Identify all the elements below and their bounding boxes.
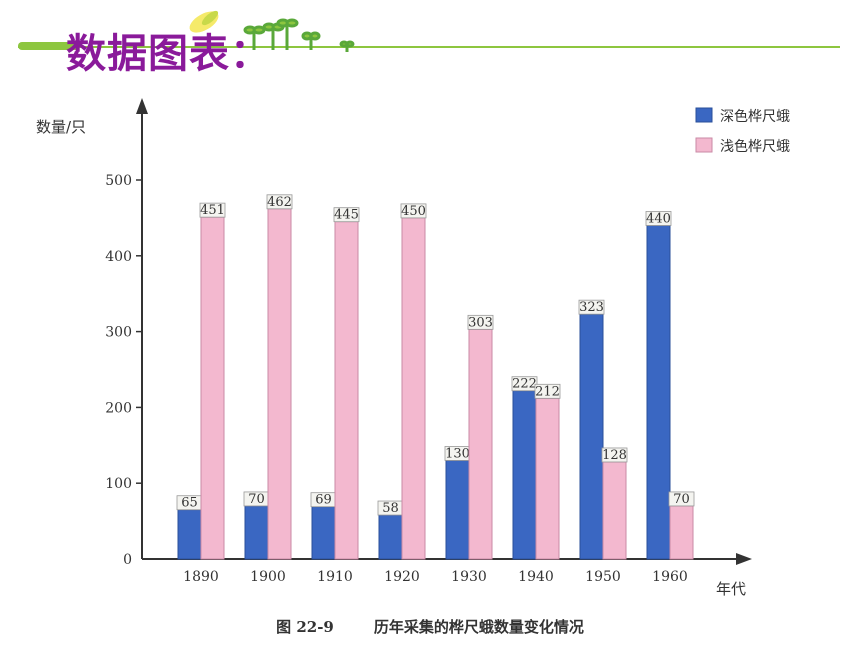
bar [378,514,403,560]
header-divider-line [18,46,840,48]
x-tick-label: 1940 [518,569,554,585]
legend-label: 浅色桦尺蛾 [720,138,790,155]
y-axis-label: 数量/只 [36,118,86,136]
x-tick-label: 1960 [652,569,688,585]
data-label-box [601,447,628,463]
y-tick-label: 0 [123,552,132,568]
bar [401,217,426,560]
bar [445,459,470,560]
bar [468,328,493,560]
caption-text: 历年采集的桦尺蛾数量变化情况 [373,618,584,636]
data-label: 222 [512,377,537,392]
data-label: 58 [382,501,399,516]
y-axis-arrow-icon [136,98,148,114]
bar [512,390,537,560]
slide-header: 数据图表： [0,0,860,100]
x-tick-label: 1910 [317,569,353,585]
bar [177,509,202,560]
chart-caption: 图 22-9 历年采集的桦尺蛾数量变化情况 [0,616,860,637]
header-accent-bar [18,42,80,50]
x-axis-label: 年代 [716,580,746,598]
bar [535,397,560,560]
y-tick-label: 400 [105,249,132,265]
data-label-box [333,207,360,223]
data-label-box [467,314,494,330]
y-tick-label: 300 [105,325,132,341]
bar-chart: 0 100 200 300 400 500 数量/只年代 65 451 1890 70 462 1900… [36,98,790,598]
bar [602,461,627,560]
bar [334,221,359,560]
data-label: 212 [535,384,560,399]
legend-label: 深色桦尺蛾 [720,108,790,125]
y-tick-label: 200 [105,400,132,416]
x-tick-label: 1950 [585,569,621,585]
x-tick-label: 1900 [250,569,286,585]
x-tick-label: 1930 [451,569,487,585]
caption-figure-number: 图 22-9 [276,618,334,636]
data-label: 451 [200,203,225,218]
slide-title: 数据图表： [66,31,271,77]
bar [646,224,671,560]
bar [311,506,336,560]
data-label: 70 [673,492,690,507]
data-label-box [534,383,561,399]
sprout-decoration-icon [189,10,355,52]
bar [267,208,292,560]
data-label: 323 [579,300,604,315]
x-axis-arrow-icon [736,553,752,565]
y-tick-label: 500 [105,173,132,189]
data-label: 130 [445,446,470,461]
bar [669,505,694,560]
data-label: 445 [334,208,359,223]
x-tick-label: 1920 [384,569,420,585]
data-label-box [578,299,605,315]
chart-figure: 0 100 200 300 400 500 数量/只年代 65 451 1890 70 462 1900… [0,80,860,645]
data-label: 69 [315,493,332,508]
legend-swatch [695,137,713,153]
bar [579,313,604,560]
data-label-box [511,376,538,392]
data-label: 65 [181,496,198,511]
data-label: 303 [468,315,493,330]
data-label-box [199,202,226,218]
bar [200,216,225,560]
data-label-box [668,491,695,507]
data-label-box [266,194,293,210]
data-label-box [645,211,672,226]
legend-swatch [695,107,713,123]
x-tick-label: 1890 [183,569,219,585]
data-label-box [400,203,427,219]
data-label: 450 [401,204,426,219]
data-label: 70 [248,492,265,507]
bar [244,505,269,560]
data-label: 462 [267,195,292,210]
data-label: 128 [602,448,627,463]
y-tick-label: 100 [105,476,132,492]
data-label: 440 [646,211,671,226]
